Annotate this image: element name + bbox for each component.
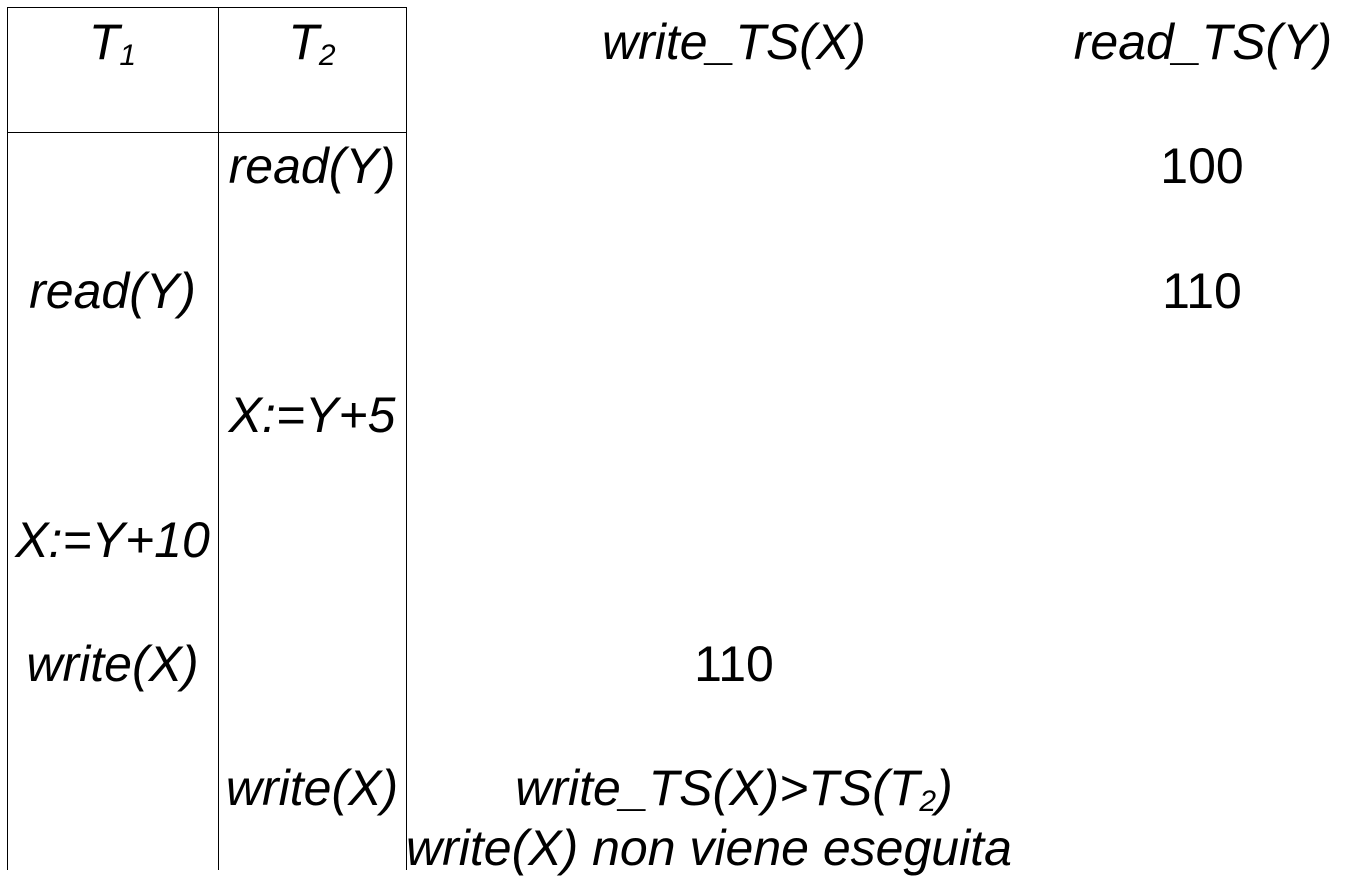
header-write-ts-x: write_TS(X) [602, 14, 866, 70]
row-4-write-ts: 110 [694, 636, 774, 692]
header-bottom-border [7, 132, 407, 133]
row-1-read-ts: 110 [1162, 263, 1242, 319]
header-t2: T2 [288, 14, 336, 72]
row-5-t2: write(X) [225, 760, 399, 816]
timestamp-condition: write_TS(X)>TS(T2) [515, 760, 953, 818]
t1-t2-divider [218, 7, 219, 870]
write-rejected-note: write(X) non viene eseguita [406, 820, 1012, 876]
row-1-t1: read(Y) [29, 263, 196, 319]
row-0-read-ts: 100 [1160, 138, 1244, 194]
table-left-border [7, 7, 8, 870]
row-2-t2: X:=Y+5 [228, 387, 396, 443]
row-4-t1: write(X) [26, 636, 199, 692]
header-read-ts-y: read_TS(Y) [1073, 14, 1333, 70]
row-0-t2: read(Y) [228, 138, 396, 194]
header-t1: T1 [88, 14, 137, 72]
table-top-border [7, 7, 407, 8]
row-3-t1: X:=Y+10 [15, 512, 210, 568]
t2-right-border [406, 7, 407, 870]
